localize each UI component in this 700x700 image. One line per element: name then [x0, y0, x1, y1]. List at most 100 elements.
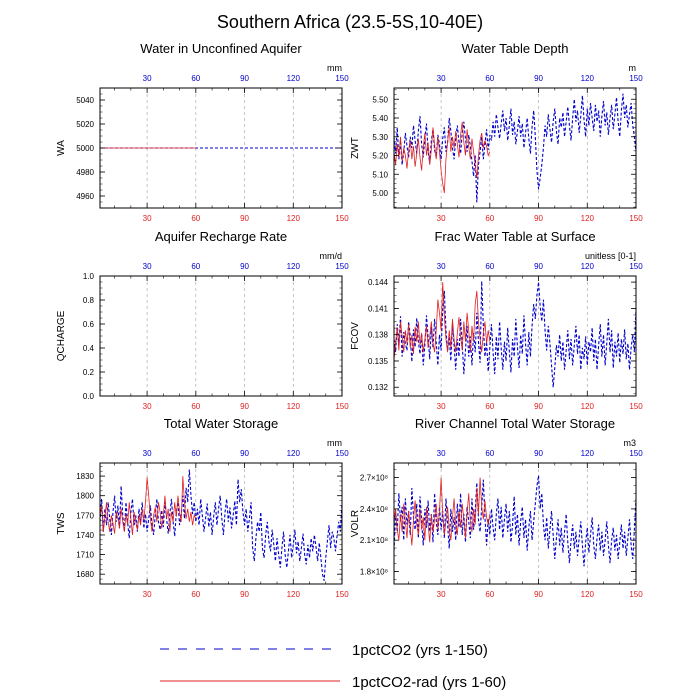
plot-frame-total-water-storage: [99, 462, 343, 585]
panel-water-in-unconfined-aquifer: Water in Unconfined Aquifer mm WA 30 30 60 60 9…: [56, 41, 349, 223]
ytick-label-aquifer-recharge-rate-0: 0.0: [83, 392, 95, 401]
xtick-label-bottom-river-channel-total-water-storage-90: 90: [534, 590, 543, 599]
xtick-label-top-aquifer-recharge-rate-150: 150: [335, 262, 349, 271]
xtick-label-bottom-total-water-storage-30: 30: [143, 590, 152, 599]
series-line-frac-water-table-at-surface-1pctco2-rad: [394, 282, 491, 361]
ytick-label-aquifer-recharge-rate-4: 0.8: [83, 296, 95, 305]
panel-river-channel-total-water-storage: River Channel Total Water Storage m3 VOLR 3…: [350, 416, 643, 599]
xtick-label-top-frac-water-table-at-surface-30: 30: [437, 262, 446, 271]
ytick-label-water-in-unconfined-aquifer-2: 5000: [76, 144, 94, 153]
panel-title-total-water-storage: Total Water Storage: [164, 416, 278, 431]
ylabel-river-channel-total-water-storage: VOLR: [350, 510, 361, 537]
xtick-label-bottom-river-channel-total-water-storage-60: 60: [485, 590, 494, 599]
units-label-water-in-unconfined-aquifer: mm: [327, 63, 342, 73]
ytick-label-total-water-storage-3: 1770: [76, 511, 94, 520]
ytick-label-frac-water-table-at-surface-0: 0.132: [368, 383, 389, 392]
xtick-label-top-aquifer-recharge-rate-90: 90: [240, 262, 249, 271]
panel-title-river-channel-total-water-storage: River Channel Total Water Storage: [415, 416, 615, 431]
xtick-label-top-total-water-storage-90: 90: [240, 449, 249, 458]
ytick-label-water-in-unconfined-aquifer-4: 5040: [76, 96, 94, 105]
xtick-label-bottom-frac-water-table-at-surface-120: 120: [581, 402, 595, 411]
ytick-label-water-table-depth-1: 5.10: [372, 170, 388, 179]
ytick-label-aquifer-recharge-rate-1: 0.2: [83, 368, 95, 377]
xtick-label-top-aquifer-recharge-rate-120: 120: [287, 262, 301, 271]
panel-frac-water-table-at-surface: Frac Water Table at Surface unitless [0-1…: [350, 229, 643, 411]
ytick-label-frac-water-table-at-surface-4: 0.144: [368, 278, 389, 287]
xtick-label-bottom-aquifer-recharge-rate-90: 90: [240, 402, 249, 411]
xtick-label-top-water-in-unconfined-aquifer-30: 30: [143, 74, 152, 83]
xtick-label-bottom-total-water-storage-150: 150: [335, 590, 349, 599]
xtick-label-top-aquifer-recharge-rate-30: 30: [143, 262, 152, 271]
panels: Water in Unconfined Aquifer mm WA 30 30 60 60 9…: [56, 41, 643, 599]
xtick-label-bottom-frac-water-table-at-surface-150: 150: [629, 402, 643, 411]
xtick-label-top-water-table-depth-30: 30: [437, 74, 446, 83]
panel-water-table-depth: Water Table Depth m ZWT 30 30 60 60 90 90 120 120 1…: [350, 41, 643, 223]
xtick-label-bottom-water-table-depth-120: 120: [581, 214, 595, 223]
panel-title-water-table-depth: Water Table Depth: [462, 41, 569, 56]
ylabel-aquifer-recharge-rate: QCHARGE: [56, 310, 67, 361]
ytick-label-water-table-depth-5: 5.50: [372, 95, 388, 104]
xtick-label-top-total-water-storage-120: 120: [287, 449, 301, 458]
ytick-label-total-water-storage-4: 1800: [76, 492, 94, 501]
xtick-label-bottom-water-in-unconfined-aquifer-120: 120: [287, 214, 301, 223]
ytick-label-total-water-storage-5: 1830: [76, 472, 94, 481]
xtick-label-top-water-table-depth-90: 90: [534, 74, 543, 83]
xtick-label-top-river-channel-total-water-storage-60: 60: [485, 449, 494, 458]
panel-title-frac-water-table-at-surface: Frac Water Table at Surface: [434, 229, 595, 244]
xtick-label-top-water-in-unconfined-aquifer-90: 90: [240, 74, 249, 83]
plot-frame-aquifer-recharge-rate: [99, 275, 343, 397]
xtick-label-bottom-water-table-depth-60: 60: [485, 214, 494, 223]
xtick-label-top-water-table-depth-150: 150: [629, 74, 643, 83]
series-line-river-channel-total-water-storage-1pctco2-rad: [394, 477, 491, 546]
legend: 1pctCO2 (yrs 1-150) 1pctCO2-rad (yrs 1-6…: [160, 642, 506, 691]
units-label-aquifer-recharge-rate: mm/d: [320, 251, 343, 261]
xtick-label-bottom-aquifer-recharge-rate-120: 120: [287, 402, 301, 411]
panel-total-water-storage: Total Water Storage mm TWS 30 30 60 60 90 90 120 1…: [56, 416, 349, 599]
units-label-frac-water-table-at-surface: unitless [0-1]: [585, 251, 636, 261]
units-label-river-channel-total-water-storage: m3: [623, 438, 636, 448]
series-line-total-water-storage-1pctco2: [100, 469, 342, 581]
ylabel-frac-water-table-at-surface: FCOV: [350, 322, 361, 350]
ylabel-water-table-depth: ZWT: [350, 137, 361, 159]
xtick-label-bottom-total-water-storage-90: 90: [240, 590, 249, 599]
xtick-label-top-frac-water-table-at-surface-150: 150: [629, 262, 643, 271]
series-line-river-channel-total-water-storage-1pctco2: [394, 475, 636, 567]
xtick-label-bottom-frac-water-table-at-surface-60: 60: [485, 402, 494, 411]
ytick-label-aquifer-recharge-rate-3: 0.6: [83, 320, 95, 329]
ytick-label-water-table-depth-3: 5.30: [372, 133, 388, 142]
xtick-label-top-river-channel-total-water-storage-120: 120: [581, 449, 595, 458]
xtick-label-bottom-frac-water-table-at-surface-30: 30: [437, 402, 446, 411]
ytick-label-water-in-unconfined-aquifer-3: 5020: [76, 120, 94, 129]
xtick-label-top-aquifer-recharge-rate-60: 60: [191, 262, 200, 271]
xtick-label-bottom-water-table-depth-150: 150: [629, 214, 643, 223]
xtick-label-top-frac-water-table-at-surface-120: 120: [581, 262, 595, 271]
ytick-label-aquifer-recharge-rate-2: 0.4: [83, 344, 95, 353]
figure-title: Southern Africa (23.5-5S,10-40E): [217, 12, 483, 32]
xtick-label-bottom-river-channel-total-water-storage-150: 150: [629, 590, 643, 599]
series-line-total-water-storage-1pctco2-rad: [100, 476, 197, 535]
panel-title-water-in-unconfined-aquifer: Water in Unconfined Aquifer: [140, 41, 302, 56]
ytick-label-river-channel-total-water-storage-3: 2.7×10⁸: [360, 474, 388, 483]
plot-frame-water-table-depth: [393, 87, 637, 209]
xtick-label-bottom-water-table-depth-90: 90: [534, 214, 543, 223]
ytick-label-total-water-storage-2: 1740: [76, 531, 94, 540]
ytick-label-aquifer-recharge-rate-5: 1.0: [83, 272, 95, 281]
xtick-label-top-total-water-storage-30: 30: [143, 449, 152, 458]
plot-frame-frac-water-table-at-surface: [393, 275, 637, 397]
xtick-label-bottom-total-water-storage-120: 120: [287, 590, 301, 599]
xtick-label-bottom-aquifer-recharge-rate-150: 150: [335, 402, 349, 411]
ytick-label-total-water-storage-1: 1710: [76, 551, 94, 560]
ytick-label-frac-water-table-at-surface-1: 0.135: [368, 357, 389, 366]
xtick-label-bottom-river-channel-total-water-storage-30: 30: [437, 590, 446, 599]
ytick-label-water-table-depth-4: 5.40: [372, 114, 388, 123]
ytick-label-water-in-unconfined-aquifer-0: 4960: [76, 192, 94, 201]
ytick-label-river-channel-total-water-storage-1: 2.1×10⁸: [360, 536, 388, 545]
xtick-label-top-water-in-unconfined-aquifer-120: 120: [287, 74, 301, 83]
xtick-label-top-river-channel-total-water-storage-150: 150: [629, 449, 643, 458]
xtick-label-bottom-aquifer-recharge-rate-60: 60: [191, 402, 200, 411]
xtick-label-bottom-aquifer-recharge-rate-30: 30: [143, 402, 152, 411]
ytick-label-water-table-depth-2: 5.20: [372, 152, 388, 161]
xtick-label-top-total-water-storage-150: 150: [335, 449, 349, 458]
legend-label-1pctco2-rad: 1pctCO2-rad (yrs 1-60): [352, 674, 506, 691]
